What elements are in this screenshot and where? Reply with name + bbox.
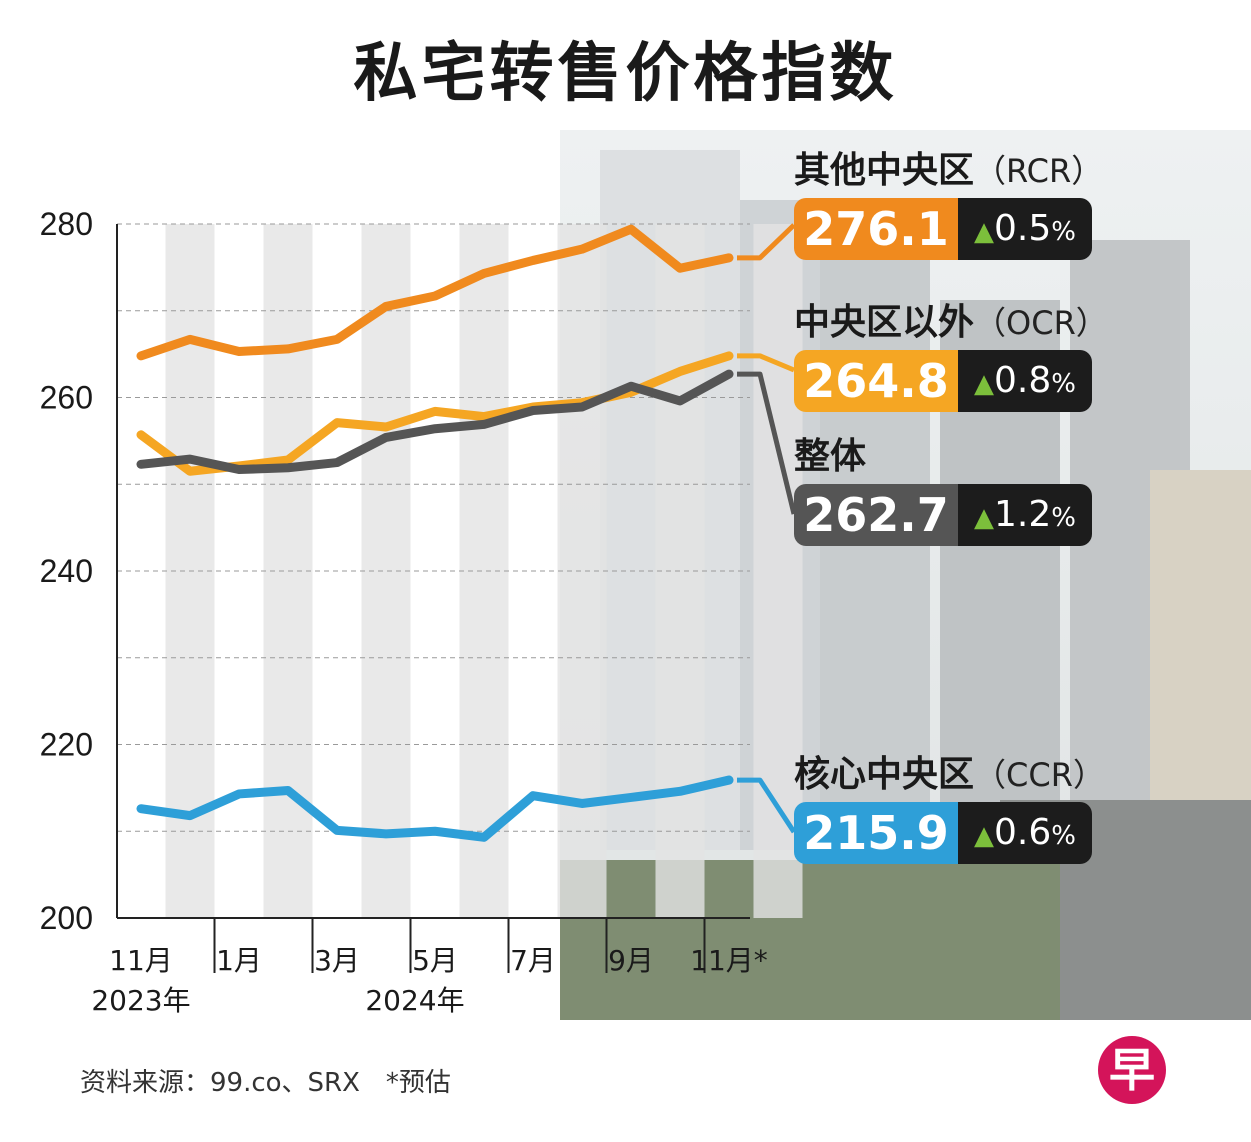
change-value-overall: 1.2 bbox=[994, 494, 1052, 535]
up-arrow-icon: ▲ bbox=[974, 503, 994, 533]
y-tick-label: 200 bbox=[40, 900, 93, 936]
change-value-ocr: 0.8 bbox=[994, 360, 1052, 401]
month-band bbox=[557, 224, 607, 918]
series-name-ccr: 核心中央区 bbox=[794, 754, 975, 795]
series-abbr-ccr: CCR bbox=[1006, 756, 1073, 794]
label-ocr: 中央区以外（OCR） 264.8 ▲0.8% bbox=[794, 300, 1108, 412]
zaobao-logo: 早 bbox=[1098, 1036, 1166, 1104]
y-tick-label: 260 bbox=[40, 380, 93, 416]
x-tick-label: 1月 bbox=[216, 944, 262, 977]
y-tick-label: 220 bbox=[40, 727, 93, 763]
label-overall: 整体 262.7 ▲1.2% bbox=[794, 434, 1092, 546]
series-name-ocr: 中央区以外 bbox=[794, 302, 975, 343]
connector-ocr bbox=[737, 353, 795, 373]
series-line-ccr bbox=[136, 775, 734, 842]
connector-ccr bbox=[737, 777, 797, 834]
label-ccr: 核心中央区（CCR） 215.9 ▲0.6% bbox=[794, 752, 1105, 864]
x-tick-year-label: 2023年 bbox=[91, 984, 190, 1017]
value-ccr: 215.9 bbox=[794, 802, 958, 864]
connector-overall bbox=[737, 371, 797, 515]
value-rcr: 276.1 bbox=[794, 198, 958, 260]
x-tick-label: 7月 bbox=[510, 944, 556, 977]
series-abbr-rcr: RCR bbox=[1006, 152, 1072, 190]
x-tick-label: 9月 bbox=[608, 944, 654, 977]
change-overall: ▲1.2% bbox=[958, 484, 1092, 546]
month-band bbox=[361, 224, 411, 918]
change-ccr: ▲0.6% bbox=[958, 802, 1092, 864]
value-ocr: 264.8 bbox=[794, 350, 958, 412]
change-rcr: ▲0.5% bbox=[958, 198, 1092, 260]
chart-title: 私宅转售价格指数 bbox=[353, 37, 898, 111]
series-line-overall bbox=[136, 369, 734, 475]
month-band bbox=[753, 224, 803, 918]
series-abbr-ocr: OCR bbox=[1006, 304, 1076, 342]
month-band bbox=[459, 224, 509, 918]
x-tick-label: 3月 bbox=[314, 944, 360, 977]
y-tick-label: 280 bbox=[40, 206, 93, 242]
change-ocr: ▲0.8% bbox=[958, 350, 1092, 412]
change-value-rcr: 0.5 bbox=[994, 208, 1052, 249]
series-name-overall: 整体 bbox=[794, 436, 867, 477]
value-overall: 262.7 bbox=[794, 484, 958, 546]
label-rcr: 其他中央区（RCR） 276.1 ▲0.5% bbox=[794, 148, 1103, 260]
x-tick-label: 5月 bbox=[412, 944, 458, 977]
change-value-ccr: 0.6 bbox=[994, 812, 1052, 853]
up-arrow-icon: ▲ bbox=[974, 217, 994, 247]
x-tick-year-label: 2024年 bbox=[365, 984, 464, 1017]
series-line-rcr bbox=[136, 224, 734, 361]
y-tick-label: 240 bbox=[40, 553, 93, 589]
source-note: 资料来源：99.co、SRX *预估 bbox=[80, 1068, 451, 1098]
connector-rcr bbox=[737, 223, 796, 261]
x-tick-label: 11月* bbox=[690, 944, 768, 977]
up-arrow-icon: ▲ bbox=[974, 821, 994, 851]
series-name-rcr: 其他中央区 bbox=[794, 150, 975, 191]
series-line-ocr bbox=[136, 351, 734, 476]
x-tick-label: 11月 bbox=[109, 944, 173, 977]
up-arrow-icon: ▲ bbox=[974, 369, 994, 399]
